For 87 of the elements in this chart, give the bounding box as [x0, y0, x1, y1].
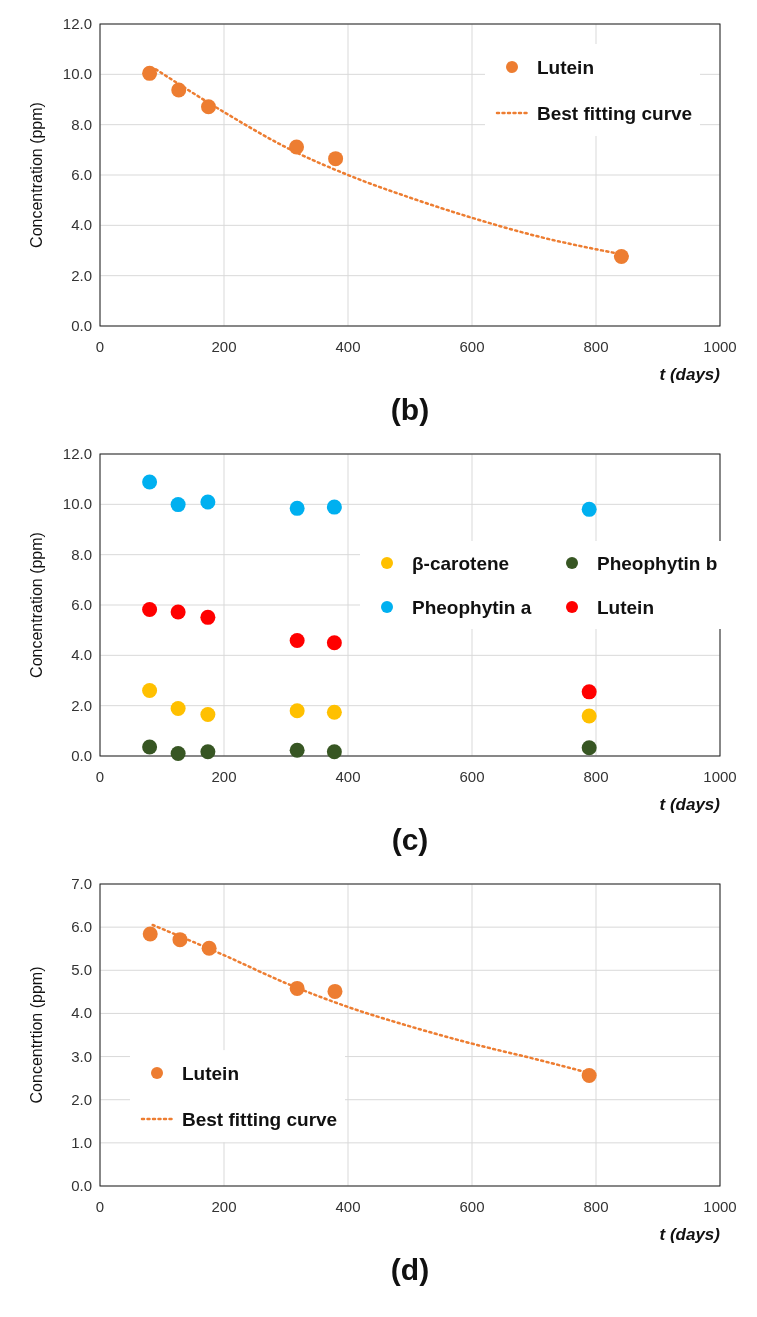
point	[170, 604, 186, 620]
point	[142, 474, 158, 490]
point	[326, 704, 342, 720]
y-tick-label: 0.0	[71, 747, 92, 764]
x-tick-label: 200	[211, 1198, 237, 1215]
point	[142, 739, 158, 755]
y-tick-label: 8.0	[71, 545, 92, 563]
y-tick-label: 2.0	[71, 696, 92, 714]
y-tick-label: 12.0	[62, 445, 92, 462]
point	[326, 744, 342, 760]
y-tick-label: 6.0	[71, 166, 92, 183]
y-tick-label: 2.0	[71, 1090, 92, 1108]
y-tick-label: 12.0	[62, 15, 92, 32]
y-tick-label: 10.0	[62, 65, 92, 83]
y-tick-label: 7.0	[71, 875, 92, 892]
x-tick-label: 1000	[703, 1198, 737, 1215]
y-tick-label: 6.0	[71, 596, 92, 613]
text: (b)	[390, 393, 430, 426]
y-tick-label: 0.0	[71, 1177, 92, 1194]
point	[200, 706, 216, 722]
legend-label: Lutein	[537, 57, 594, 78]
point	[289, 703, 305, 719]
y-tick-label: 2.0	[71, 266, 92, 284]
point	[142, 926, 158, 942]
legend-label: Pheophytin a	[412, 597, 532, 618]
y-tick-label: 1.0	[71, 1133, 92, 1151]
y-tick-label: 4.0	[71, 1004, 92, 1022]
y-tick-label: 6.0	[71, 918, 92, 936]
x-axis-title: t (days)	[659, 365, 721, 384]
x-tick-label: 800	[583, 768, 609, 785]
y-tick-label: 4.0	[71, 216, 92, 234]
legend-label: Best fitting curve	[537, 103, 693, 124]
point	[289, 632, 305, 648]
point	[327, 983, 343, 999]
y-tick-label: 0.0	[71, 317, 92, 334]
x-tick-label: 400	[335, 338, 361, 355]
legend-label: Pheophytin b	[597, 553, 718, 574]
y-axis-title: Concentration (ppm)	[28, 532, 45, 678]
point	[613, 249, 629, 265]
legend-label: β-carotene	[412, 553, 510, 574]
x-tick-label: 0	[95, 1198, 105, 1215]
point	[289, 500, 305, 516]
x-tick-label: 200	[211, 768, 237, 785]
point	[142, 602, 158, 618]
y-tick-label: 8.0	[71, 115, 92, 133]
point	[581, 684, 597, 700]
point	[200, 609, 216, 625]
y-tick-label: 10.0	[62, 495, 92, 513]
point	[581, 708, 597, 724]
text: (c)	[391, 823, 429, 856]
point	[170, 745, 186, 761]
point	[328, 151, 344, 167]
point	[326, 635, 342, 651]
x-tick-label: 0	[95, 338, 105, 355]
x-tick-label: 400	[335, 1198, 361, 1215]
x-tick-label: 800	[583, 1198, 609, 1215]
point	[142, 683, 158, 699]
text: (d)	[390, 1253, 430, 1286]
point	[581, 740, 597, 756]
point	[200, 494, 216, 510]
point	[170, 497, 186, 513]
x-axis-title: t (days)	[659, 795, 721, 814]
point	[142, 65, 158, 81]
y-tick-label: 5.0	[71, 961, 92, 979]
y-tick-label: 4.0	[71, 646, 92, 664]
x-tick-label: 600	[459, 1198, 485, 1215]
y-tick-label: 3.0	[71, 1047, 92, 1065]
legend-label: Best fitting curve	[182, 1109, 338, 1131]
x-tick-label: 400	[335, 768, 361, 785]
x-tick-label: 1000	[703, 768, 737, 785]
legend-label: Lutein	[182, 1063, 239, 1085]
x-tick-label: 200	[211, 338, 237, 355]
x-tick-label: 1000	[703, 338, 737, 355]
y-axis-title: Concentrtion (ppm)	[28, 966, 45, 1104]
point	[289, 742, 305, 758]
x-axis-title: t (days)	[659, 1225, 721, 1244]
x-tick-label: 0	[95, 768, 105, 785]
x-tick-label: 600	[459, 768, 485, 785]
point	[581, 1068, 597, 1084]
legend-label: Lutein	[597, 597, 654, 618]
x-tick-label: 800	[583, 338, 609, 355]
y-axis-title: Concentration (ppm)	[28, 102, 45, 248]
point	[170, 700, 186, 716]
point	[200, 744, 216, 760]
point	[581, 501, 597, 517]
point	[326, 499, 342, 515]
x-tick-label: 600	[459, 338, 485, 355]
